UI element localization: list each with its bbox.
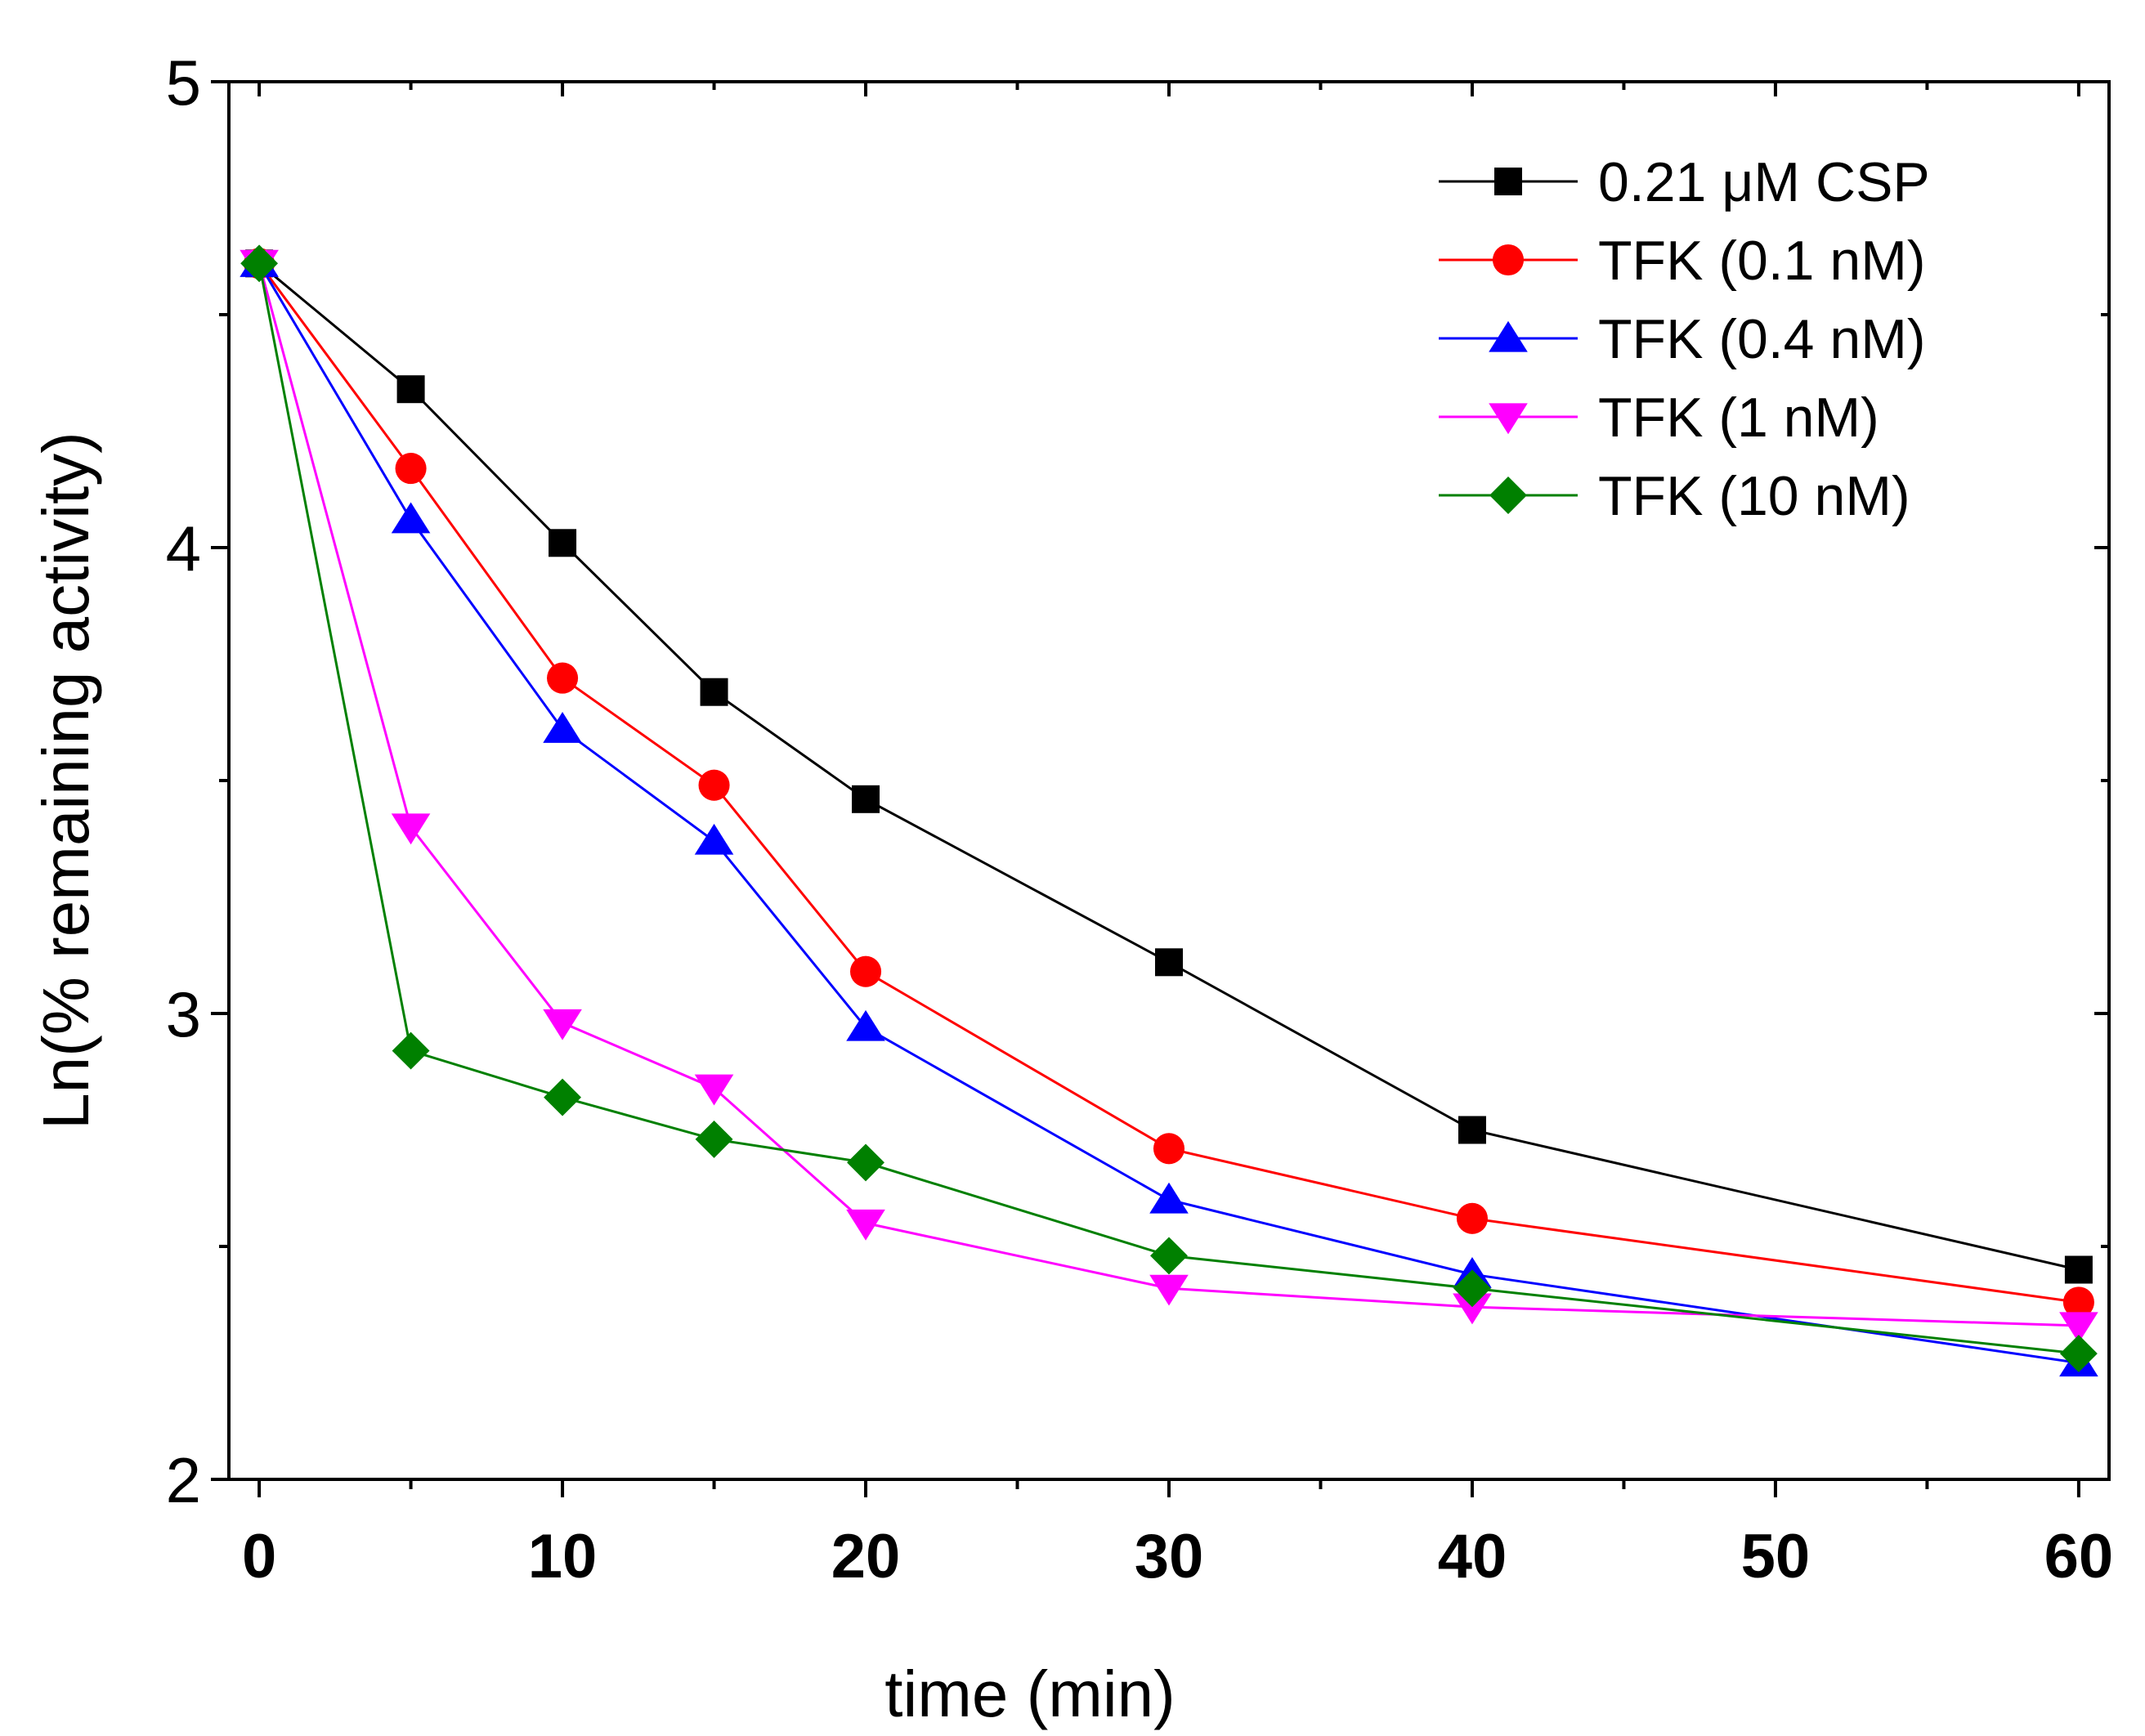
data-point (852, 785, 880, 813)
data-point (698, 769, 730, 801)
y-tick-label: 2 (166, 1444, 201, 1516)
legend-label: TFK (0.4 nM) (1598, 308, 1926, 370)
data-point (2059, 1335, 2098, 1373)
series-4 (240, 249, 2098, 1344)
legend-item: TFK (10 nM) (1439, 465, 1910, 527)
data-point (694, 823, 734, 855)
series-line (258, 262, 2080, 1271)
x-axis-ticks: 0 10 20 30 40 50 60 (242, 82, 2113, 1591)
x-tick-label: 50 (1741, 1522, 1811, 1591)
series-line (257, 262, 2080, 1304)
data-point (694, 1074, 734, 1106)
data-point (240, 244, 279, 283)
y-tick-label: 4 (166, 512, 201, 584)
data-point (1150, 1237, 1188, 1275)
legend-label: TFK (10 nM) (1598, 465, 1910, 527)
x-tick-label: 60 (2044, 1522, 2114, 1591)
y-axis-ticks: 2 3 4 5 (166, 47, 2109, 1516)
x-tick-label: 40 (1438, 1522, 1507, 1591)
data-point (2064, 1255, 2093, 1284)
legend-label: TFK (0.1 nM) (1598, 230, 1926, 292)
series-5 (240, 244, 2098, 1373)
data-point (846, 1009, 885, 1041)
y-tick-label: 3 (166, 978, 201, 1050)
legend-marker (1489, 403, 1528, 435)
y-axis-title: Ln(% remaining activity) (29, 432, 102, 1130)
data-point (849, 955, 882, 987)
data-point (847, 1143, 884, 1182)
legend: 0.21 μM CSP TFK (0.1 nM) TFK (0.4 nM) TFK (… (1439, 151, 1930, 527)
data-point (391, 813, 431, 845)
y-tick-label: 5 (166, 47, 201, 119)
legend-label: TFK (1 nM) (1598, 387, 1879, 449)
data-point (1153, 1133, 1185, 1165)
data-point (1453, 1293, 1492, 1325)
series-line (257, 262, 2080, 1364)
legend-item: TFK (1 nM) (1439, 387, 1879, 449)
x-axis-title: time (min) (884, 1658, 1175, 1730)
data-point (392, 1031, 430, 1070)
data-point (543, 712, 582, 743)
data-point (396, 375, 425, 404)
data-point (544, 1078, 582, 1116)
data-point (1149, 1274, 1189, 1306)
data-point (391, 502, 431, 534)
data-point (1149, 1182, 1189, 1214)
data-point (395, 453, 427, 485)
data-point (1456, 1202, 1489, 1234)
legend-item: TFK (0.1 nM) (1439, 230, 1926, 292)
data-point (846, 1209, 885, 1241)
data-point (2062, 1286, 2094, 1318)
legend-item: TFK (0.4 nM) (1439, 308, 1926, 370)
x-tick-label: 20 (831, 1522, 901, 1591)
data-point (543, 1009, 582, 1040)
legend-marker (1492, 244, 1525, 276)
x-tick-label: 10 (528, 1522, 598, 1591)
series-layer (240, 244, 2098, 1377)
data-point (700, 678, 728, 706)
data-point (1453, 1269, 1491, 1308)
x-tick-label: 0 (242, 1522, 276, 1591)
data-point (2059, 1312, 2098, 1344)
data-point (695, 1120, 733, 1158)
legend-label: 0.21 μM CSP (1598, 151, 1930, 213)
legend-marker (1489, 320, 1528, 352)
x-tick-label: 30 (1135, 1522, 1204, 1591)
data-point (547, 662, 579, 694)
series-line (257, 262, 2079, 1327)
data-point (1155, 948, 1183, 977)
data-point (1458, 1116, 1486, 1144)
legend-item: 0.21 μM CSP (1439, 151, 1930, 213)
legend-marker (1489, 477, 1527, 514)
data-point (549, 529, 577, 557)
legend-marker (1494, 168, 1522, 195)
series-line (257, 263, 2080, 1355)
